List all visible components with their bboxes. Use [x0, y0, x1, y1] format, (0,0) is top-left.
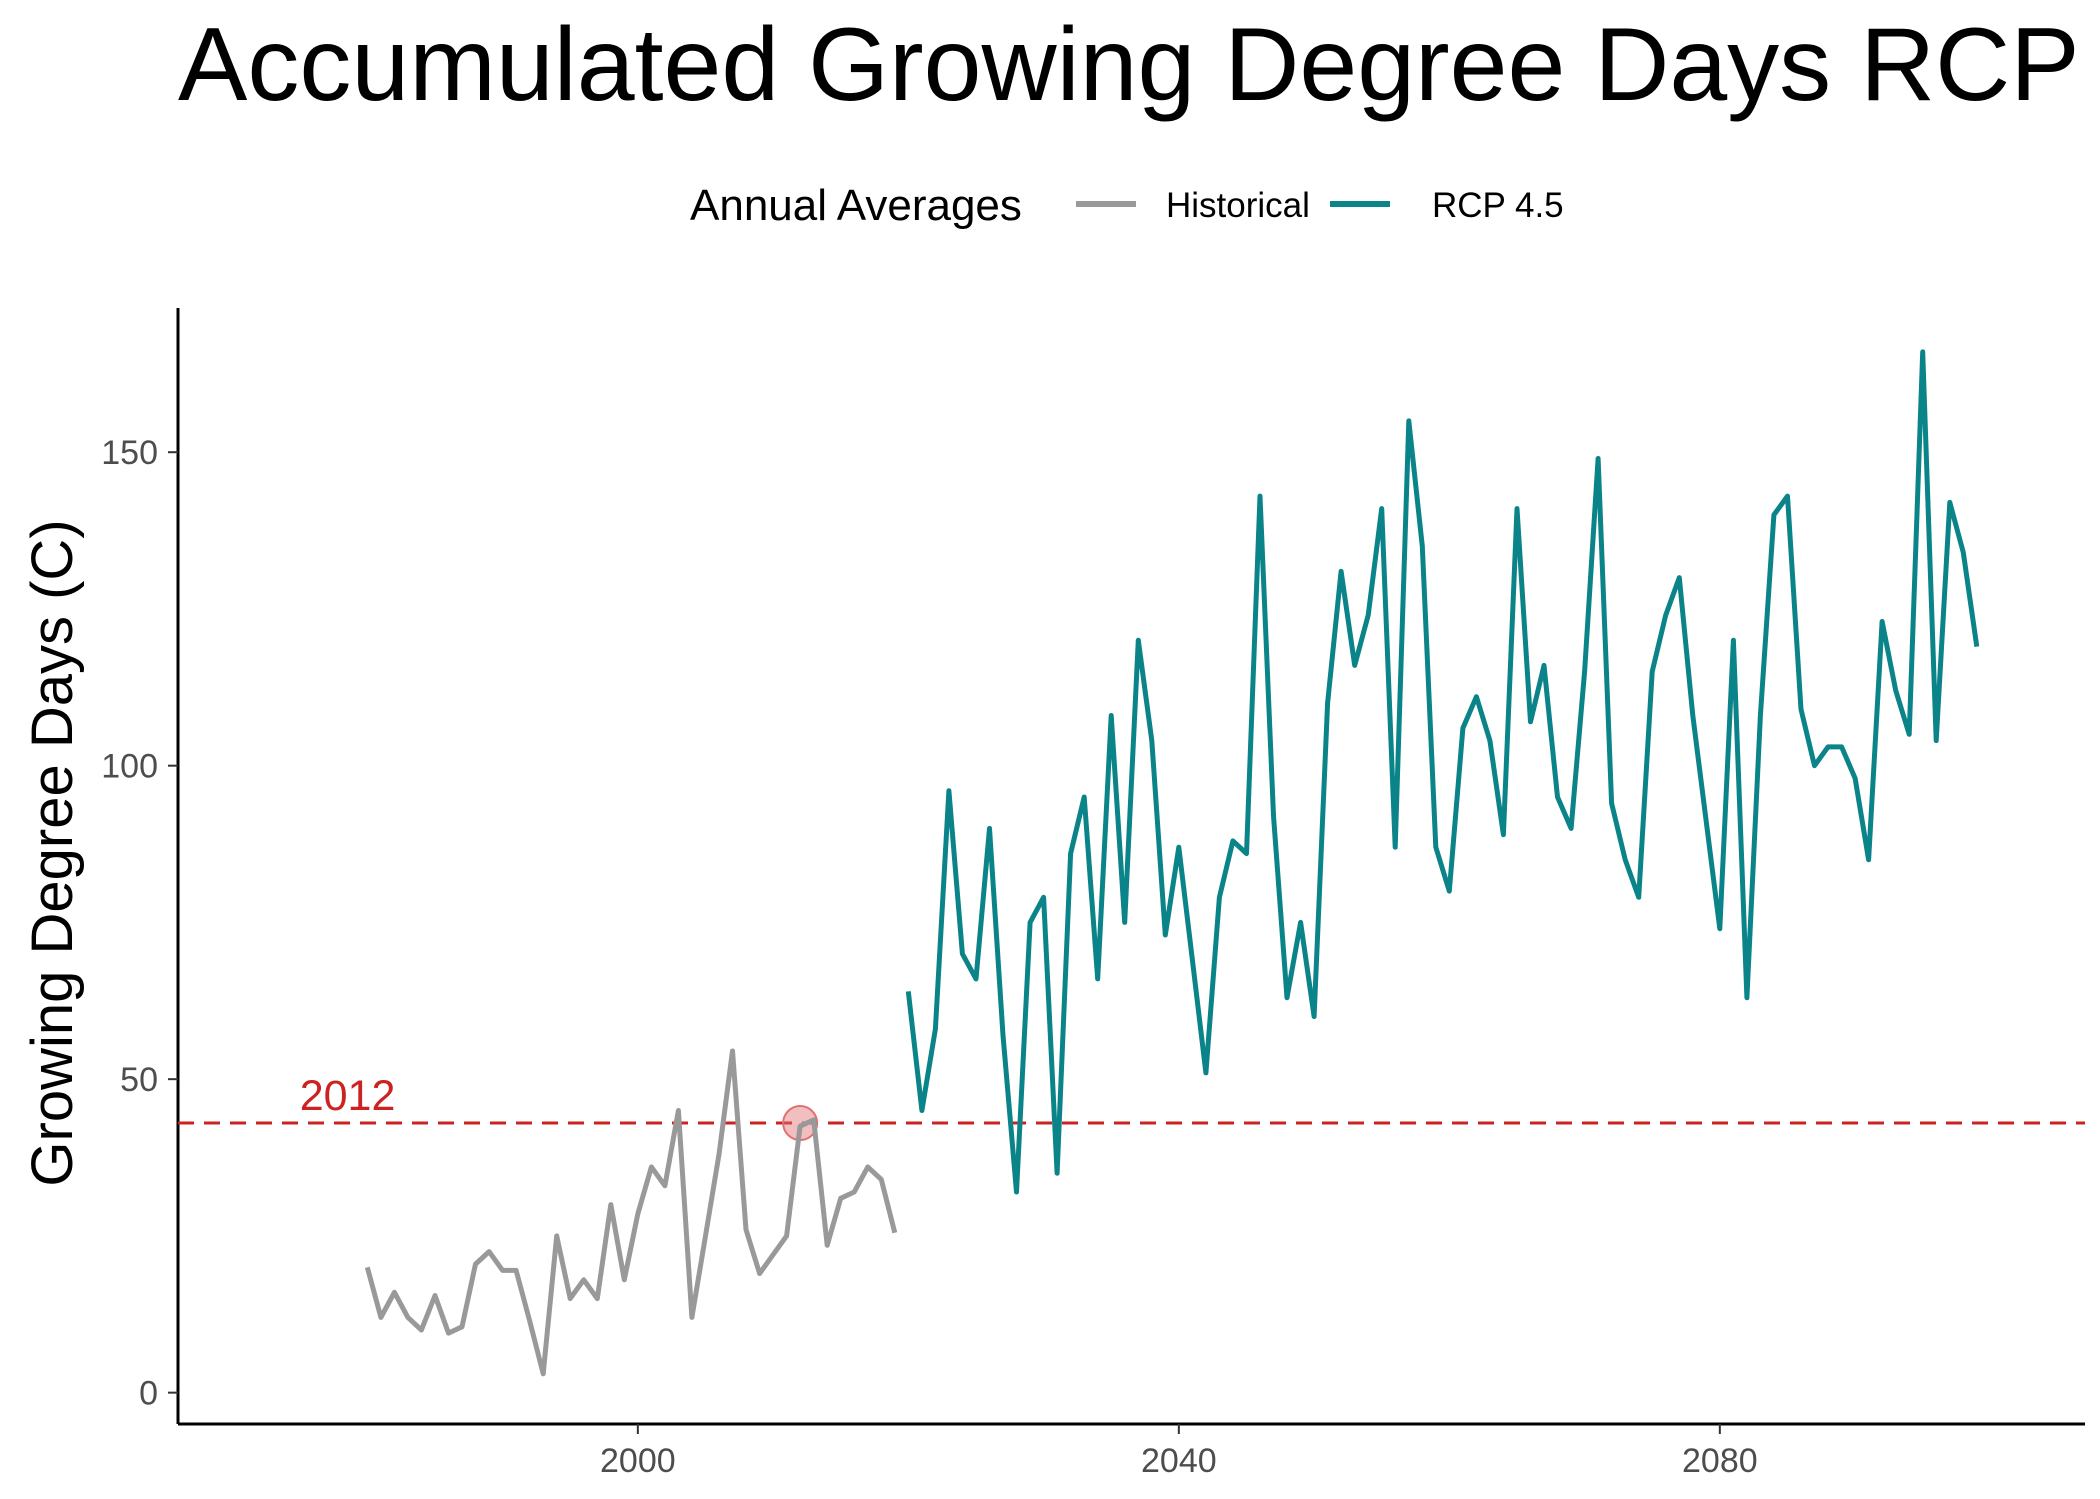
series-lines [364, 349, 1980, 1377]
reference-line-label: 2012 [300, 1072, 396, 1120]
x-tick-label: 2000 [600, 1442, 676, 1480]
legend: Annual Averages Historical RCP 4.5 [690, 181, 1564, 230]
x-tick-label: 2080 [1682, 1442, 1758, 1480]
y-tick-label: 100 [101, 748, 158, 786]
y-tick-label: 50 [120, 1061, 158, 1099]
legend-label-rcp45: RCP 4.5 [1432, 186, 1564, 225]
series-line-historical [364, 1048, 898, 1377]
annotations: 2012 [178, 1072, 2085, 1142]
x-tick-label: 2040 [1141, 1442, 1217, 1480]
legend-label-historical: Historical [1166, 186, 1310, 225]
chart-title: Accumulated Growing Degree Days RCP [178, 7, 2080, 123]
y-tick-label: 150 [101, 434, 158, 472]
series-line-rcp-4-5 [905, 349, 1980, 1195]
y-axis-label: Growing Degree Days (C) [20, 519, 85, 1186]
axis-ticks: 0 50 100 150 2000 2040 2080 [101, 434, 1757, 1480]
legend-title: Annual Averages [690, 181, 1022, 230]
y-tick-label: 0 [139, 1375, 158, 1413]
